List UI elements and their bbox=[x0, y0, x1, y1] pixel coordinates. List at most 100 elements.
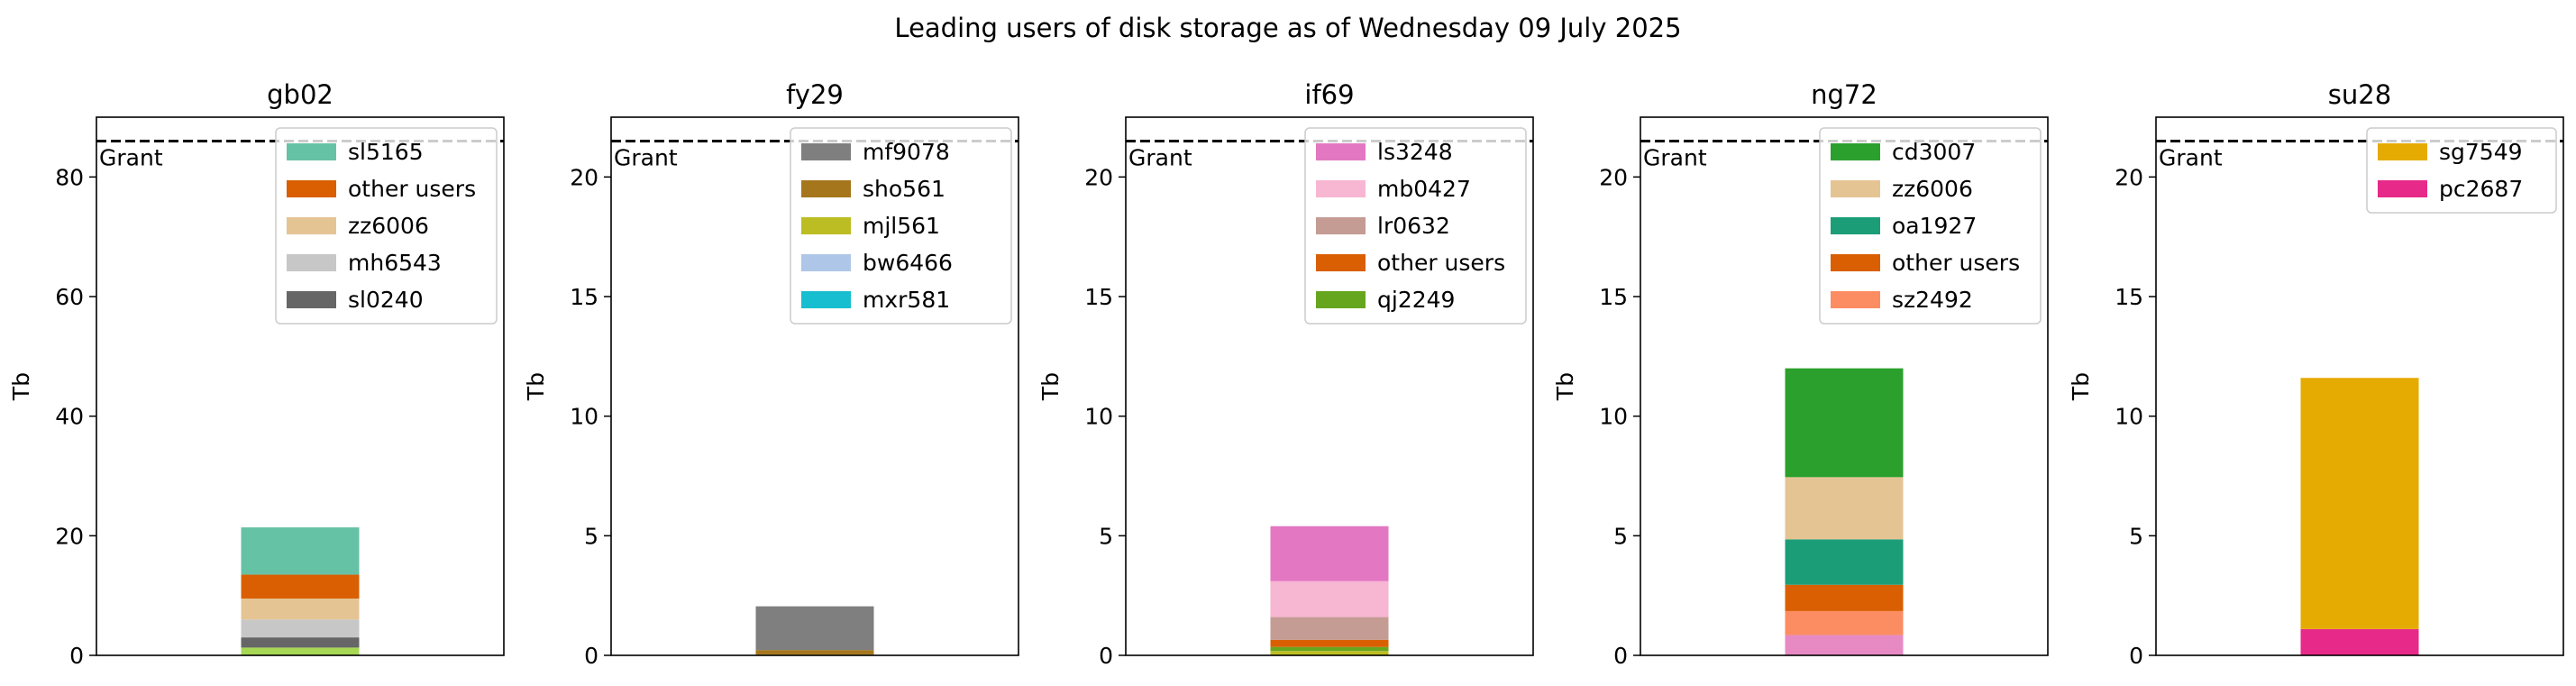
legend-swatch bbox=[801, 217, 851, 234]
bar-segment-other-users bbox=[1785, 584, 1904, 611]
legend-label: sho561 bbox=[863, 176, 945, 202]
bar-segment-unlabeled bbox=[1270, 651, 1389, 655]
subplot-if69: if69 Tb Grant 0 5 10 15 20 ls3248 mb0427 lr0632 oth… bbox=[1037, 79, 1534, 669]
axes-frame bbox=[96, 116, 505, 656]
legend-swatch bbox=[801, 143, 851, 160]
grant-label: Grant bbox=[1643, 145, 1707, 171]
legend-swatch bbox=[287, 217, 336, 234]
bar-segment-sl5165 bbox=[241, 527, 360, 575]
legend-label: mh6543 bbox=[348, 250, 442, 276]
y-tick-label: 10 bbox=[2115, 404, 2143, 430]
legend-swatch bbox=[1831, 291, 1880, 308]
legend-label: mjl561 bbox=[863, 213, 940, 239]
y-tick-label: 10 bbox=[1084, 404, 1113, 430]
legend-label: lr0632 bbox=[1377, 213, 1450, 239]
subplot-gb02: gb02 Tb Grant 0 20 40 60 80 sl5165 other users zz6… bbox=[8, 79, 505, 669]
legend-box bbox=[275, 127, 498, 325]
bar-segment-sl0240 bbox=[241, 637, 360, 648]
legend-label: sl0240 bbox=[348, 287, 424, 313]
y-tick-label: 60 bbox=[55, 284, 84, 310]
y-tick-label: 20 bbox=[55, 523, 84, 549]
legend-swatch bbox=[287, 180, 336, 197]
y-tick-label: 5 bbox=[1613, 523, 1628, 549]
legend-swatch bbox=[1831, 143, 1880, 160]
bar-segment-sz2492 bbox=[1785, 610, 1904, 636]
legend-label: mb0427 bbox=[1377, 176, 1471, 202]
axes-frame bbox=[1640, 116, 2049, 656]
legend-swatch bbox=[801, 254, 851, 271]
y-tick-label: 20 bbox=[1599, 164, 1628, 190]
bar-segment-qj2249 bbox=[1270, 646, 1389, 652]
legend-swatch bbox=[2378, 180, 2427, 197]
y-tick-label: 0 bbox=[69, 643, 84, 669]
y-tick-label: 15 bbox=[570, 284, 598, 310]
legend-box bbox=[1819, 127, 2042, 325]
legend-swatch bbox=[287, 143, 336, 160]
legend-swatch bbox=[1316, 291, 1366, 308]
subplot-ng72: ng72 Tb Grant 0 5 10 15 20 cd3007 zz6006 oa1927 oth… bbox=[1552, 79, 2049, 669]
bar-segment-sg7549 bbox=[2300, 378, 2419, 629]
legend-swatch bbox=[287, 254, 336, 271]
legend-box bbox=[790, 127, 1012, 325]
legend-label: bw6466 bbox=[863, 250, 953, 276]
y-tick-label: 0 bbox=[584, 643, 598, 669]
subplot-title: fy29 bbox=[786, 79, 844, 110]
subplot-su28: su28 Tb Grant 0 5 10 15 20 sg7549 pc2687 bbox=[2068, 79, 2564, 669]
grant-label: Grant bbox=[2159, 145, 2223, 171]
bar-segment-other-users bbox=[241, 574, 360, 599]
y-tick-label: 20 bbox=[570, 164, 598, 190]
y-tick-label: 5 bbox=[584, 523, 598, 549]
y-tick-label: 5 bbox=[1099, 523, 1113, 549]
legend-swatch bbox=[801, 180, 851, 197]
legend-label: oa1927 bbox=[1892, 213, 1977, 239]
bar-segment-zz6006 bbox=[241, 598, 360, 620]
grant-label: Grant bbox=[99, 145, 163, 171]
legend-label: zz6006 bbox=[1892, 176, 1973, 202]
subplot-title: if69 bbox=[1304, 79, 1354, 110]
bar-segment-mb0427 bbox=[1270, 581, 1389, 617]
legend-label: other users bbox=[1377, 250, 1505, 276]
legend-label: zz6006 bbox=[348, 213, 429, 239]
legend-swatch bbox=[1316, 143, 1366, 160]
legend-label: pc2687 bbox=[2439, 176, 2523, 202]
subplot-title: ng72 bbox=[1811, 79, 1877, 110]
grant-label: Grant bbox=[614, 145, 678, 171]
legend-swatch bbox=[1831, 254, 1880, 271]
y-tick-label: 10 bbox=[1599, 404, 1628, 430]
y-tick-label: 0 bbox=[1613, 643, 1628, 669]
subplot-title: gb02 bbox=[267, 79, 333, 110]
y-tick-label: 15 bbox=[1084, 284, 1113, 310]
y-tick-label: 0 bbox=[1099, 643, 1113, 669]
y-axis-label: Tb bbox=[2068, 372, 2094, 401]
legend-label: other users bbox=[1892, 250, 2020, 276]
legend-swatch bbox=[287, 291, 336, 308]
bar-segment-ls3248 bbox=[1270, 526, 1389, 581]
y-tick-label: 0 bbox=[2129, 643, 2143, 669]
y-tick-label: 5 bbox=[2129, 523, 2143, 549]
bar-segment-mh6543 bbox=[241, 619, 360, 638]
legend-swatch bbox=[1316, 217, 1366, 234]
y-axis-label: Tb bbox=[1037, 372, 1064, 401]
legend-label: ls3248 bbox=[1377, 139, 1453, 165]
grant-label: Grant bbox=[1128, 145, 1192, 171]
legend-label: other users bbox=[348, 176, 476, 202]
y-tick-label: 20 bbox=[1084, 164, 1113, 190]
legend-swatch bbox=[2378, 143, 2427, 160]
y-tick-label: 80 bbox=[55, 164, 84, 190]
legend-swatch bbox=[1831, 180, 1880, 197]
y-axis-label: Tb bbox=[523, 372, 549, 401]
y-axis-label: Tb bbox=[8, 372, 34, 401]
y-tick-label: 15 bbox=[1599, 284, 1628, 310]
y-tick-label: 15 bbox=[2115, 284, 2143, 310]
legend-label: sg7549 bbox=[2439, 139, 2523, 165]
y-tick-label: 40 bbox=[55, 404, 84, 430]
axes-frame bbox=[1125, 116, 1534, 656]
bar-segment-cd3007 bbox=[1785, 368, 1904, 478]
bar-segment-zz6006 bbox=[1785, 477, 1904, 540]
figure-title: Leading users of disk storage as of Wedn… bbox=[894, 13, 1682, 43]
legend-label: sl5165 bbox=[348, 139, 424, 165]
legend-label: qj2249 bbox=[1377, 287, 1455, 313]
bar-segment-unlabeled bbox=[241, 647, 360, 655]
